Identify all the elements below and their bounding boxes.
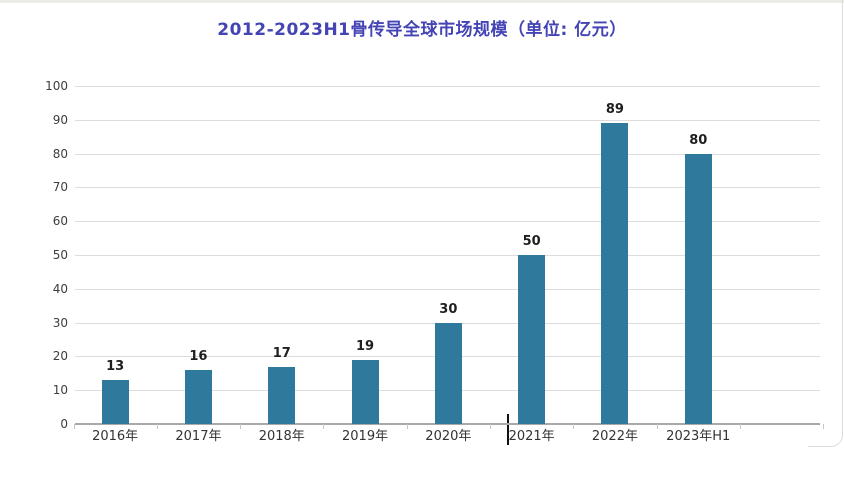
axis-tick — [823, 424, 825, 429]
bar — [601, 123, 629, 424]
y-axis-label: 50 — [52, 248, 68, 262]
bar-value-label: 13 — [106, 359, 125, 375]
gridline — [75, 86, 820, 87]
bar-value-label: 89 — [605, 102, 624, 118]
axis-tick — [156, 424, 158, 429]
bar — [684, 153, 712, 424]
y-axis-label: 40 — [52, 281, 68, 296]
axis-tick — [323, 424, 325, 429]
x-axis-label: 2017年 — [175, 429, 222, 444]
y-axis-label: 60 — [52, 214, 68, 229]
axis-tick — [656, 424, 658, 429]
bar-value-label: 19 — [356, 338, 375, 354]
bar — [184, 369, 212, 424]
bar-value-label: 30 — [439, 301, 458, 317]
y-axis-label: 20 — [52, 349, 68, 364]
axis-tick — [240, 424, 242, 429]
axis-tick — [490, 424, 491, 429]
y-axis-label: 80 — [52, 146, 68, 161]
y-axis-label: 10 — [52, 383, 68, 398]
x-axis-label: 2018年 — [258, 429, 305, 444]
gridline — [75, 187, 820, 189]
bar — [268, 366, 296, 424]
top-border-line — [0, 0, 844, 3]
gridline — [75, 288, 820, 290]
x-axis-label: 2016年 — [92, 429, 139, 444]
axis-tick — [573, 424, 575, 429]
y-axis-label: 0 — [60, 417, 68, 431]
gridline — [75, 153, 820, 155]
right-border-corner — [808, 425, 843, 447]
y-axis-label: 30 — [52, 315, 68, 330]
text-cursor-artifact — [507, 414, 509, 445]
y-axis-label: 90 — [52, 112, 68, 127]
x-axis-line — [75, 423, 820, 425]
axis-tick — [406, 424, 408, 429]
y-axis-label: 70 — [52, 180, 68, 195]
axis-tick — [73, 424, 75, 429]
gridline — [75, 221, 820, 223]
x-axis-label: 2020年 — [425, 429, 472, 444]
bar-value-label: 17 — [272, 345, 291, 361]
x-axis-label: 2019年 — [342, 429, 389, 444]
gridline — [75, 255, 820, 256]
x-axis-label: 2022年 — [591, 429, 638, 444]
x-axis-label: 2021年 — [508, 429, 555, 444]
y-axis-label: 100 — [45, 79, 68, 93]
bar-value-label: 50 — [522, 234, 541, 249]
bar-value-label: 80 — [689, 132, 708, 148]
bar — [101, 380, 129, 424]
axis-tick — [739, 424, 741, 429]
chart-title: 2012-2023H1骨传导全球市场规模（单位: 亿元） — [217, 20, 627, 40]
bar-value-label: 16 — [189, 348, 208, 364]
bar — [518, 255, 546, 424]
bar — [434, 322, 462, 424]
right-border-line — [842, 0, 843, 436]
gridline — [75, 119, 820, 121]
x-axis-label: 2023年H1 — [666, 429, 731, 444]
bar — [351, 359, 379, 424]
